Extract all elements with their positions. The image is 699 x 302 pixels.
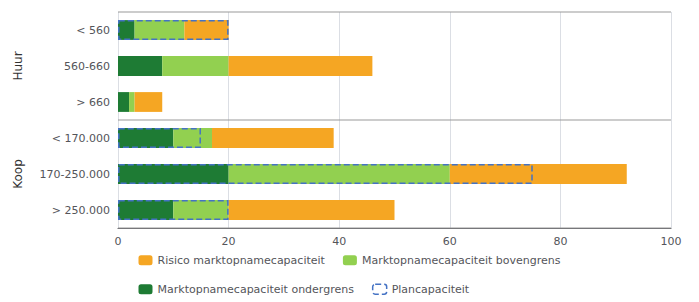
svg-text:20: 20 [222, 235, 236, 248]
svg-text:Marktopnamecapaciteit ondergre: Marktopnamecapaciteit ondergrens [158, 283, 355, 296]
svg-text:100: 100 [661, 235, 682, 248]
svg-text:80: 80 [553, 235, 567, 248]
svg-text:60: 60 [443, 235, 457, 248]
svg-text:0: 0 [115, 235, 122, 248]
svg-text:Plancapaciteit: Plancapaciteit [392, 283, 470, 296]
svg-text:< 170.000: < 170.000 [52, 132, 110, 145]
svg-text:170-250.000: 170-250.000 [40, 168, 110, 181]
svg-text:Marktopnamecapaciteit bovengre: Marktopnamecapaciteit bovengrens [362, 254, 561, 267]
svg-text:Koop: Koop [11, 159, 25, 189]
svg-text:40: 40 [332, 235, 346, 248]
svg-text:> 250.000: > 250.000 [52, 204, 110, 217]
svg-text:> 660: > 660 [76, 96, 110, 109]
svg-text:560-660: 560-660 [64, 60, 110, 73]
svg-text:< 560: < 560 [76, 24, 110, 37]
svg-text:Risico marktopnamecapaciteit: Risico marktopnamecapaciteit [158, 254, 326, 267]
svg-text:Huur: Huur [11, 51, 25, 80]
